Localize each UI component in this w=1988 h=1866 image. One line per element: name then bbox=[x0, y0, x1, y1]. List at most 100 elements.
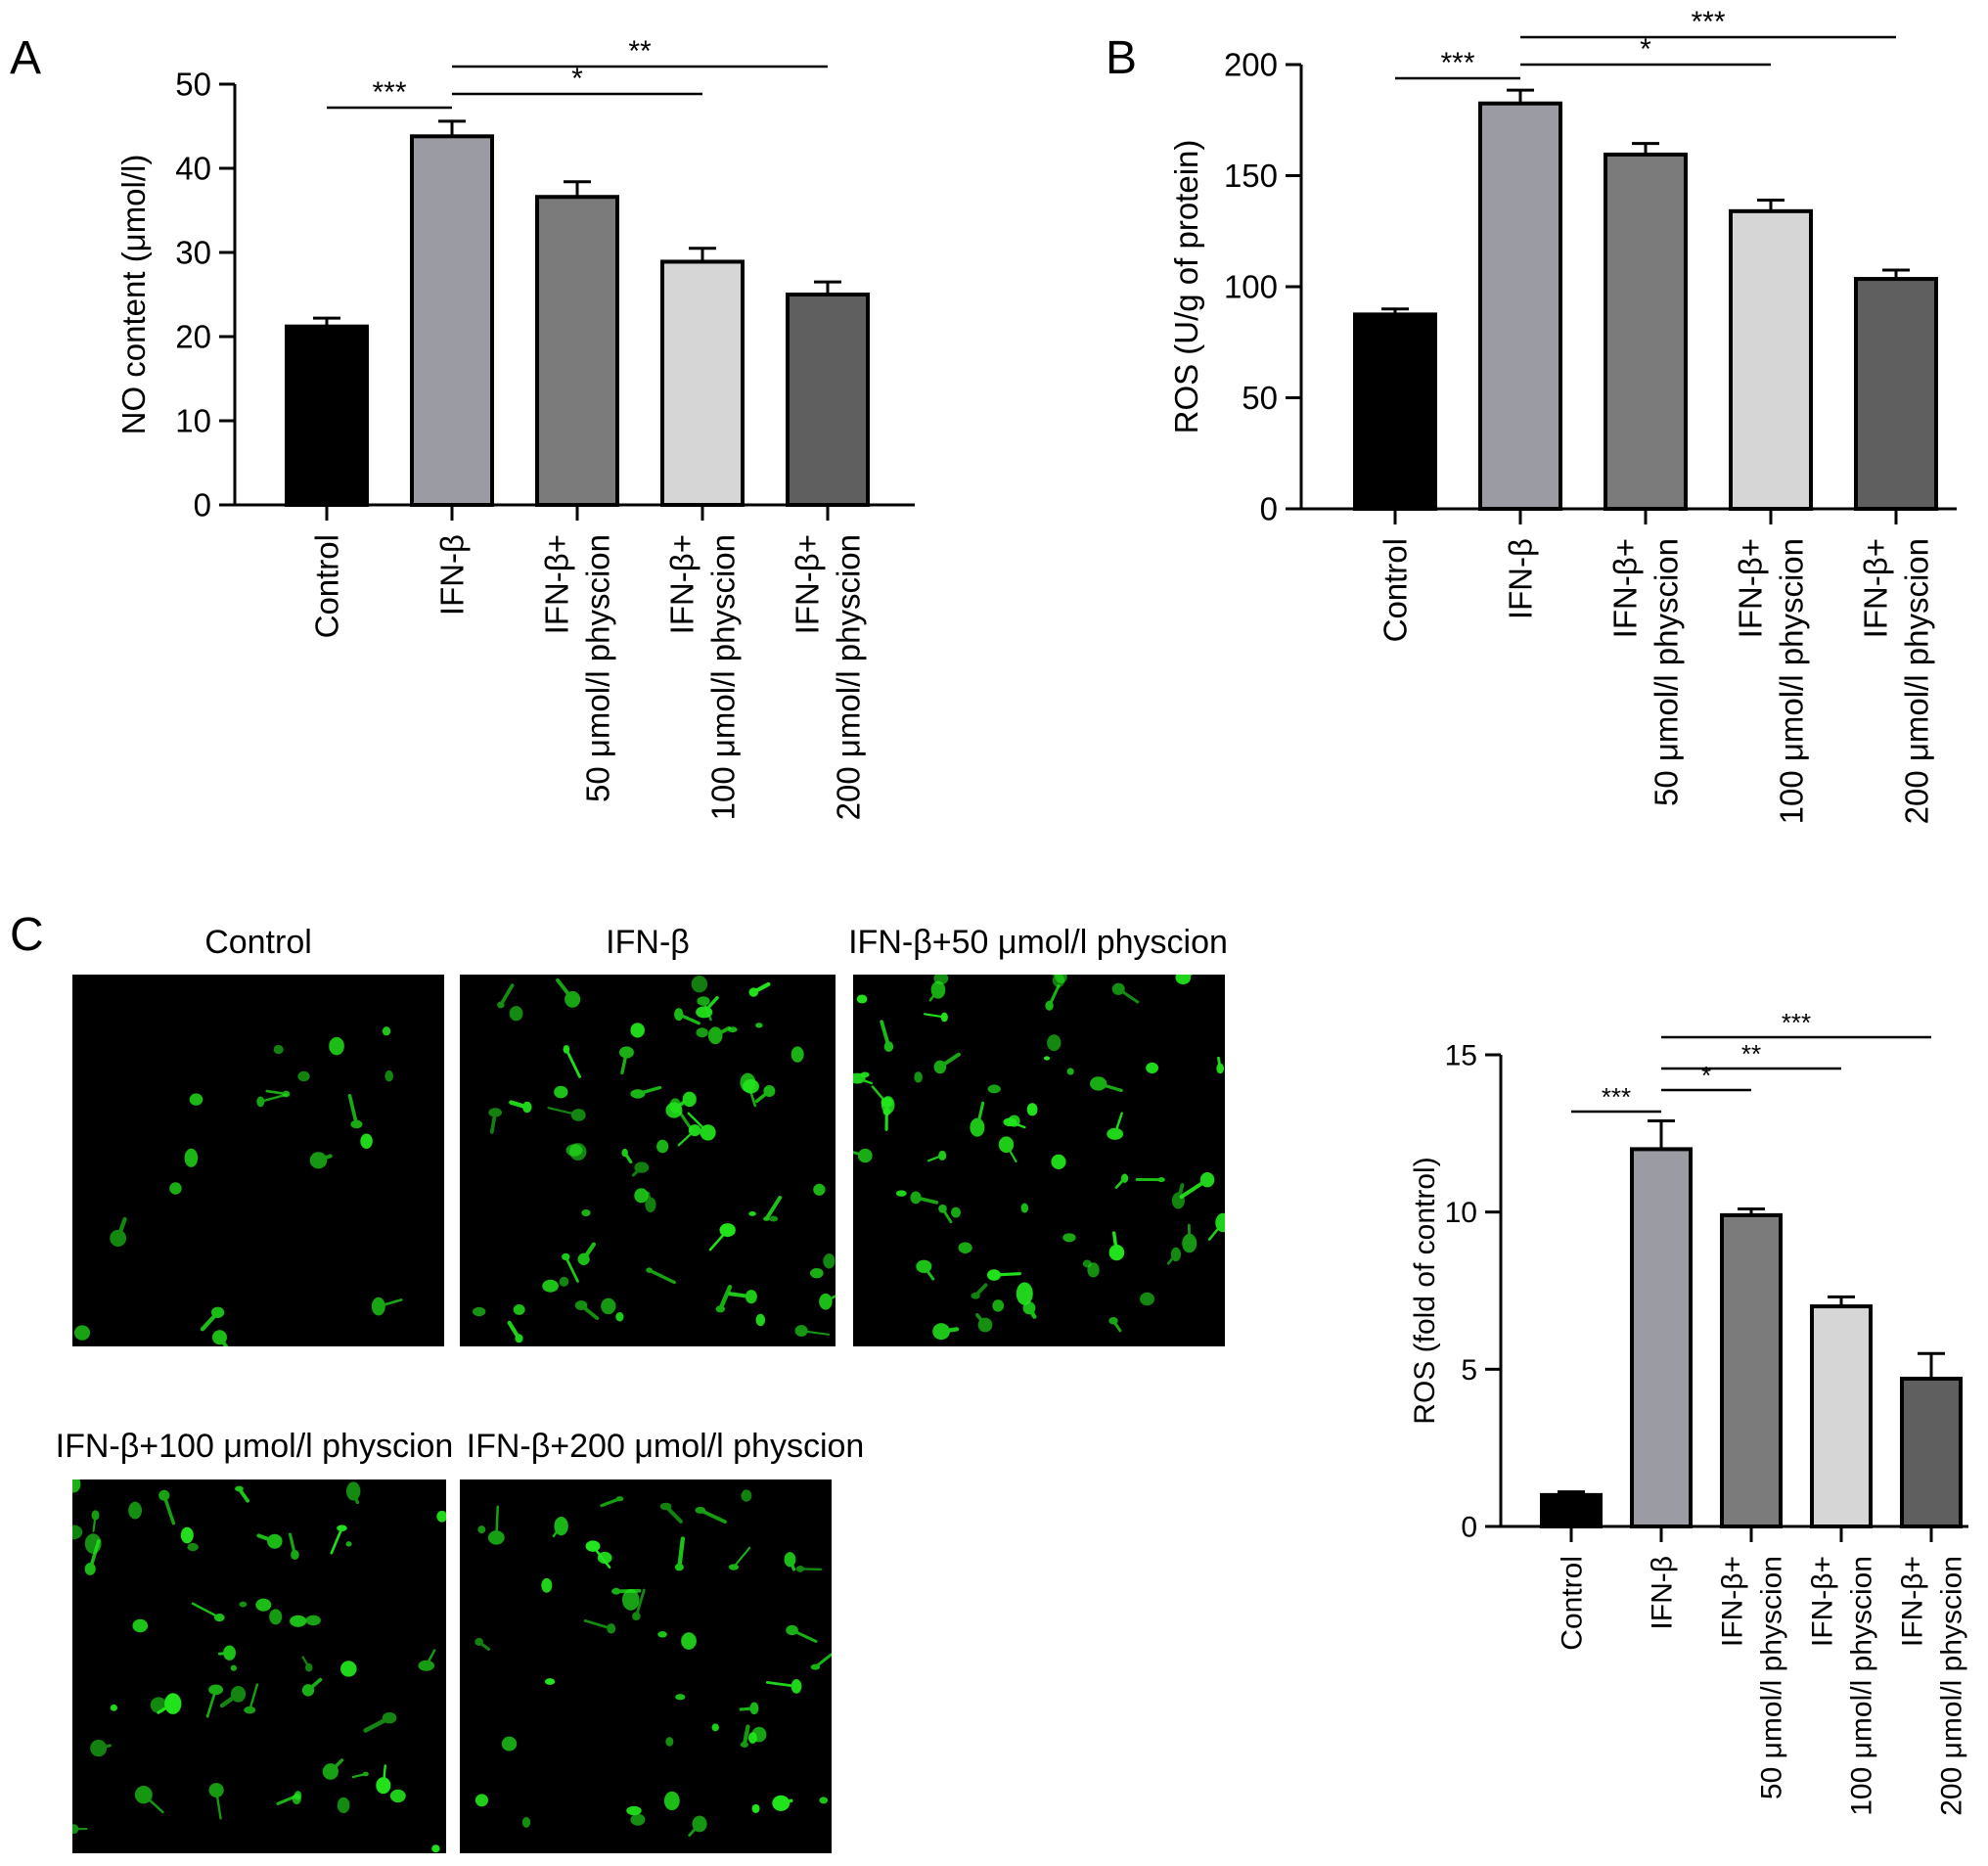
micrograph-cell-process bbox=[926, 1154, 944, 1162]
micrograph-cell bbox=[360, 1133, 373, 1150]
micrograph-cell-body bbox=[297, 1070, 310, 1082]
micrograph-cell bbox=[987, 1084, 1001, 1094]
chart-a-bar bbox=[660, 259, 745, 507]
micrograph-cell-body bbox=[682, 1091, 697, 1108]
chart-a-ytick-label: 10 bbox=[175, 403, 211, 439]
panel-label-c: C bbox=[10, 909, 44, 961]
micrograph-cell bbox=[853, 1072, 873, 1085]
chart-b-ytick-label: 200 bbox=[1224, 47, 1278, 83]
micrograph-cell bbox=[273, 1044, 284, 1055]
micrograph-cell bbox=[187, 1542, 199, 1552]
chart-b-category-label: IFN-β bbox=[1503, 538, 1539, 619]
micrograph-cell bbox=[618, 1046, 634, 1075]
micrograph-title-ifn: IFN-β bbox=[606, 924, 690, 961]
micrograph-cell bbox=[791, 1046, 804, 1063]
micrograph-ifn-100 bbox=[72, 1479, 446, 1853]
micrograph-cell bbox=[856, 994, 868, 1004]
micrograph-cell-body bbox=[132, 1618, 149, 1633]
micrograph-cell-body bbox=[84, 1533, 102, 1554]
chart-b-category-label: IFN-β+ bbox=[1607, 538, 1644, 638]
micrograph-cell-body bbox=[1066, 1068, 1074, 1075]
micrograph-cell bbox=[585, 1540, 611, 1569]
micrograph-cell bbox=[562, 1252, 579, 1283]
micrograph-cell-process bbox=[754, 1089, 772, 1104]
micrograph-cell-body bbox=[189, 1093, 203, 1106]
micrograph-cell-body bbox=[169, 1182, 182, 1195]
micrograph-cell bbox=[255, 1598, 272, 1612]
micrograph-cell bbox=[556, 978, 581, 1008]
micrograph-cell-process bbox=[1116, 987, 1140, 1004]
micrograph-cell-process bbox=[620, 1050, 629, 1075]
micrograph-cell bbox=[659, 1502, 683, 1524]
micrograph-cell bbox=[601, 1297, 616, 1315]
chart-c-category-label: IFN-β+ bbox=[1807, 1556, 1839, 1647]
micrograph-cell-body bbox=[743, 1079, 759, 1094]
micrograph-cell bbox=[301, 1656, 313, 1672]
micrograph-cell bbox=[158, 1489, 176, 1525]
micrograph-title-ifn-50: IFN-β+50 μmol/l physcion bbox=[848, 924, 1228, 961]
chart-a-ytick-label: 30 bbox=[175, 235, 211, 271]
micrograph-cell bbox=[763, 1196, 783, 1221]
micrograph-cell bbox=[507, 1320, 523, 1343]
micrograph-cell-process bbox=[1114, 1176, 1126, 1189]
micrograph-cell-body bbox=[541, 1577, 553, 1593]
micrograph-cell bbox=[986, 1269, 1021, 1281]
micrograph-cell-body bbox=[791, 1046, 804, 1063]
micrograph-cell-body bbox=[389, 1789, 406, 1803]
micrograph-cell-body bbox=[601, 1297, 616, 1315]
micrograph-cell bbox=[84, 1533, 102, 1554]
micrograph-cell-process bbox=[142, 1793, 164, 1814]
micrograph-cell bbox=[301, 1677, 323, 1697]
micrograph-cell-process bbox=[824, 1294, 836, 1303]
micrograph-cell-body bbox=[1051, 1154, 1066, 1169]
micrograph-cell bbox=[621, 1148, 633, 1164]
chart-c-bar bbox=[1630, 1147, 1693, 1528]
chart-b-bar bbox=[1353, 312, 1437, 511]
chart-c-category-label: 100 μmol/l physcion bbox=[1846, 1556, 1878, 1816]
micrograph-cell bbox=[1146, 1062, 1159, 1074]
micrograph-cell-body bbox=[474, 1794, 488, 1807]
micrograph-cell-process bbox=[217, 1335, 229, 1346]
micrograph-cell bbox=[622, 1588, 640, 1611]
chart-a-bar bbox=[786, 293, 870, 507]
micrograph-cell bbox=[110, 1216, 127, 1247]
micrograph-cell-process bbox=[351, 1772, 367, 1779]
micrograph-cell-body bbox=[509, 1006, 523, 1022]
micrograph-cell bbox=[1062, 1233, 1076, 1243]
chart-c-significance-label: *** bbox=[1782, 1008, 1811, 1037]
micrograph-cell bbox=[477, 1525, 486, 1534]
micrograph-cell bbox=[256, 1533, 283, 1549]
micrograph-cell bbox=[110, 1704, 117, 1711]
micrograph-cell bbox=[487, 1505, 505, 1545]
micrograph-ifn-50 bbox=[853, 975, 1225, 1346]
micrograph-cell bbox=[384, 1070, 393, 1082]
micrograph-cell-process bbox=[191, 1602, 221, 1619]
micrograph-cell-process bbox=[702, 995, 719, 1015]
micrograph-cell bbox=[211, 1330, 229, 1346]
micrograph-cell-process bbox=[600, 1497, 622, 1508]
micrograph-cell-process bbox=[507, 1320, 521, 1341]
micrograph-cell-process bbox=[301, 1656, 310, 1669]
micrograph-cell-process bbox=[1113, 1112, 1123, 1136]
micrograph-cell bbox=[340, 1661, 357, 1677]
micrograph-cell-body bbox=[554, 1085, 568, 1099]
micrograph-cell-body bbox=[431, 1844, 440, 1853]
micrograph-cell-body bbox=[691, 976, 708, 993]
micrograph-cell bbox=[810, 1268, 824, 1279]
micrograph-cell bbox=[747, 1732, 757, 1744]
micrograph-cell-body bbox=[630, 1023, 645, 1038]
micrograph-cell bbox=[630, 1085, 662, 1099]
micrograph-cell bbox=[728, 1290, 757, 1304]
micrograph-cell-body bbox=[255, 1598, 272, 1612]
micrograph-cell-body bbox=[340, 1661, 357, 1677]
micrograph-ifn-200 bbox=[460, 1479, 832, 1853]
micrograph-cell-process bbox=[732, 1546, 751, 1569]
micrograph-cell-body bbox=[569, 1143, 587, 1161]
micrograph-cell-body bbox=[895, 1190, 907, 1197]
micrograph-cell-process bbox=[330, 1526, 343, 1555]
micrograph-cell bbox=[351, 1771, 369, 1779]
micrograph-cell-body bbox=[1146, 1062, 1159, 1074]
micrograph-cell-body bbox=[741, 1489, 752, 1502]
micrograph-cell-process bbox=[288, 1532, 296, 1557]
micrograph-cell bbox=[675, 1694, 686, 1701]
